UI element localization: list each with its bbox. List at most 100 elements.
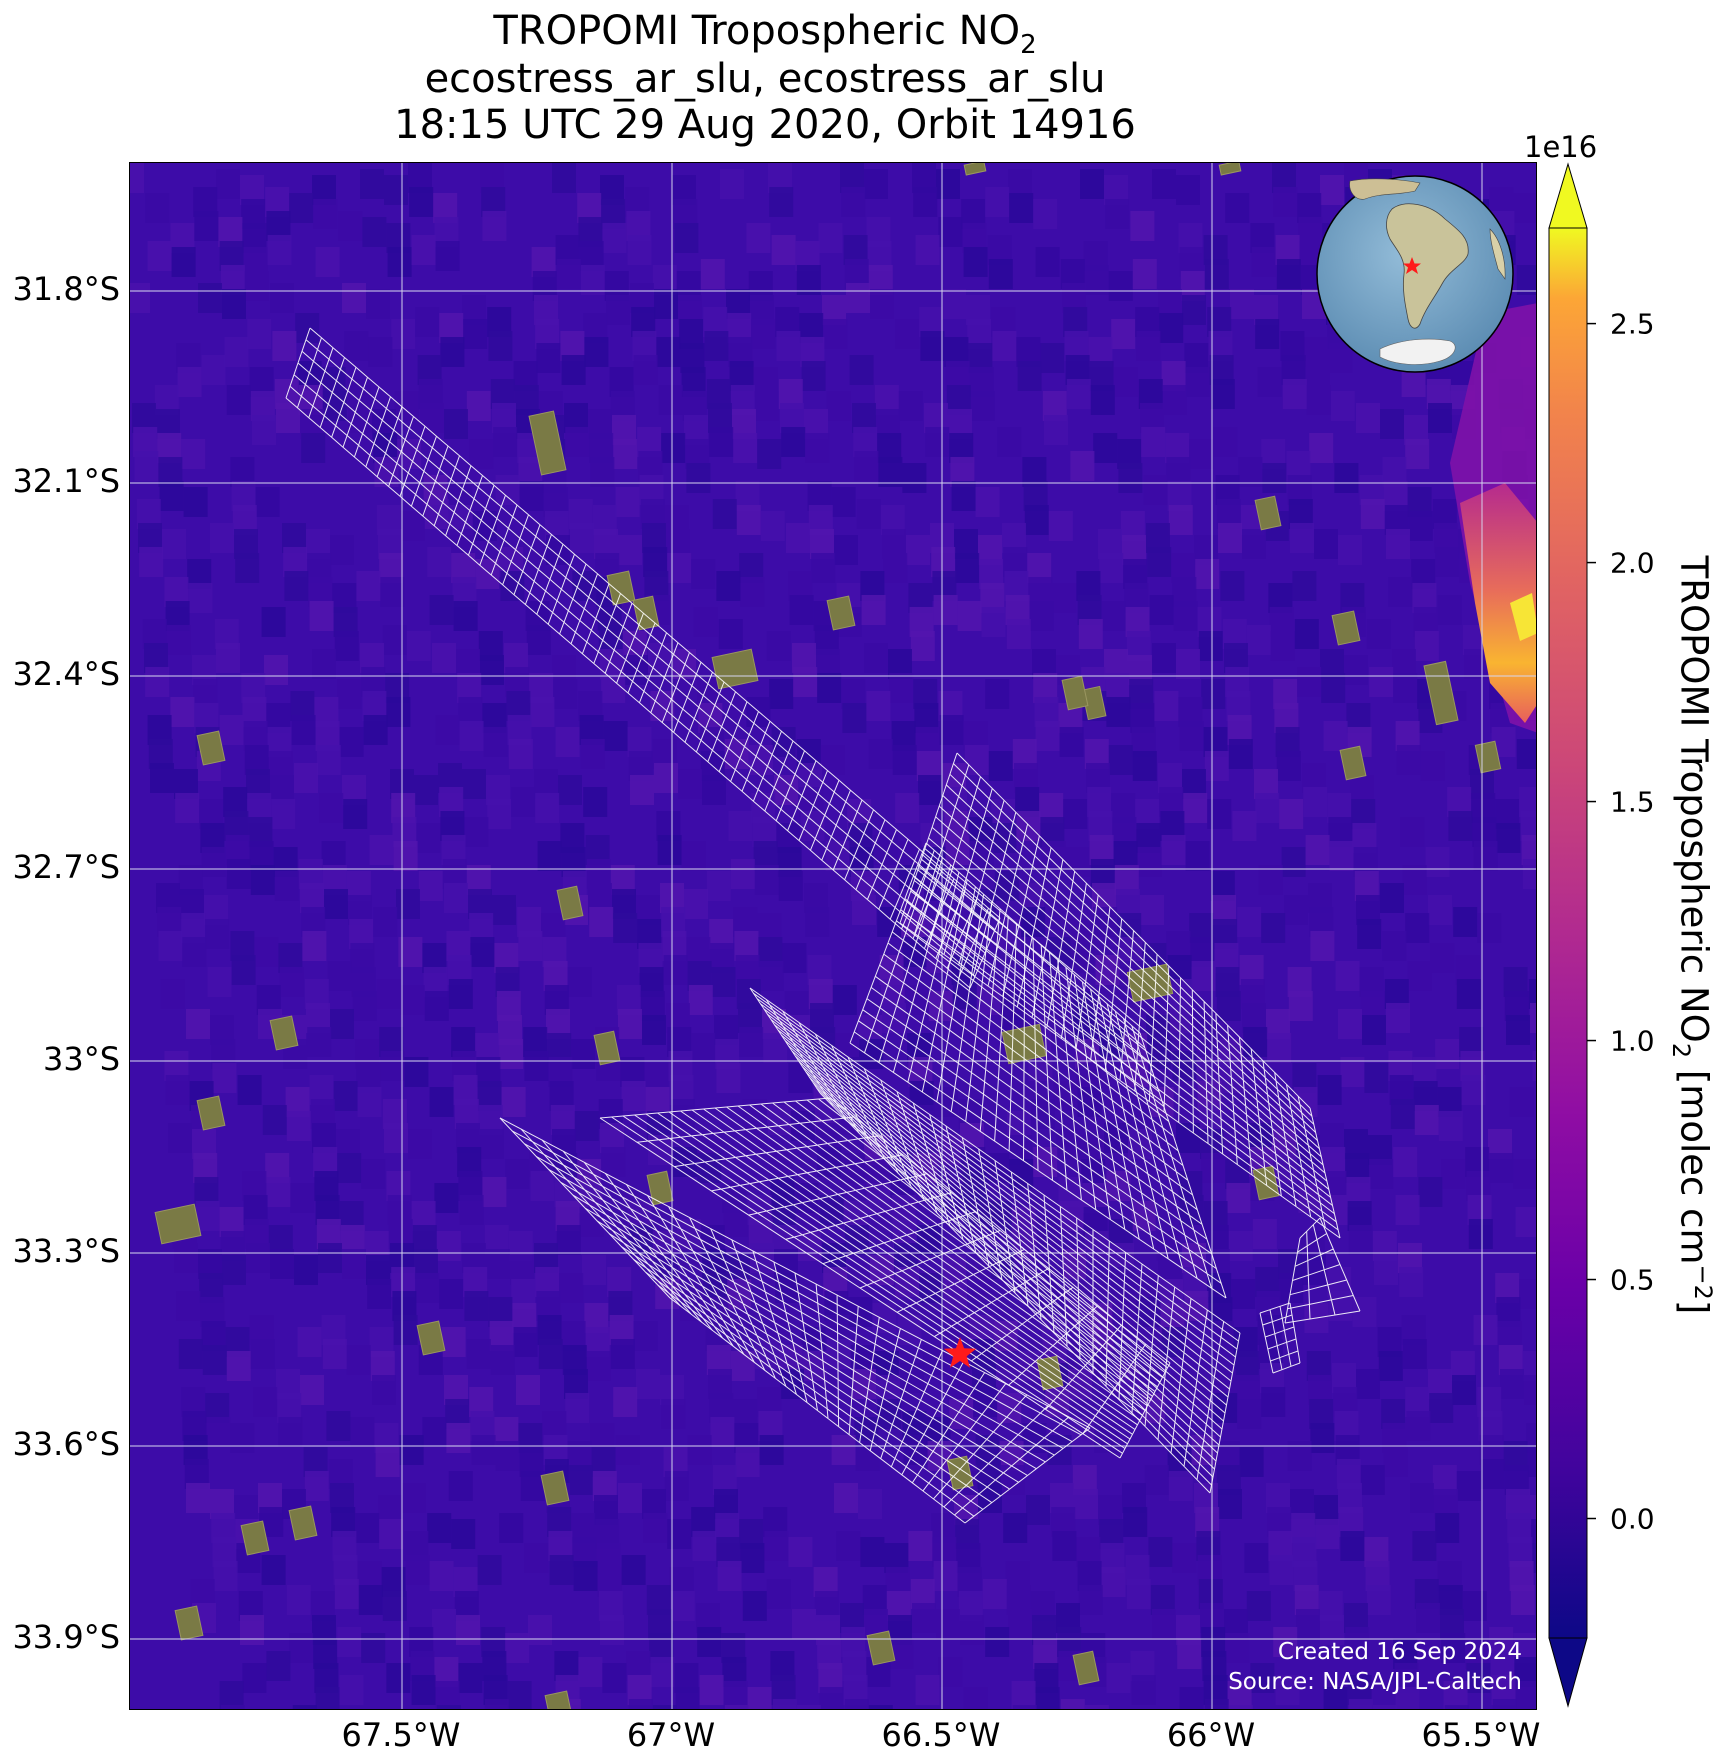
no2-pixel <box>264 655 288 685</box>
no2-pixel <box>1016 811 1041 841</box>
no2-pixel <box>1396 745 1421 775</box>
no2-pixel <box>1182 295 1206 325</box>
no2-pixel <box>1011 1681 1036 1709</box>
no2-pixel <box>846 283 870 313</box>
ecostress-scene-patch <box>154 1203 202 1245</box>
no2-pixel <box>1430 943 1455 973</box>
no2-pixel <box>1218 1489 1242 1519</box>
no2-pixel <box>1320 1615 1344 1645</box>
no2-pixel <box>1227 1681 1252 1709</box>
no2-pixel <box>933 595 958 625</box>
no2-pixel <box>573 1561 598 1591</box>
ecostress-footprint-grid <box>285 327 1361 1524</box>
no2-pixel <box>642 1015 666 1045</box>
no2-pixel <box>606 295 630 325</box>
no2-pixel <box>1532 1051 1536 1081</box>
no2-pixel <box>177 367 202 397</box>
no2-pixel <box>1276 259 1301 289</box>
no2-pixel <box>358 1585 383 1615</box>
no2-pixel <box>667 553 692 583</box>
no2-pixel <box>1144 1465 1169 1495</box>
no2-pixel <box>1466 1663 1491 1693</box>
no2-pixel <box>300 1375 324 1405</box>
no2-pixel <box>202 1345 227 1375</box>
no2-pixel <box>301 433 326 463</box>
no2-pixel <box>1262 463 1287 493</box>
no2-pixel <box>355 1513 380 1543</box>
no2-pixel <box>1275 1675 1300 1705</box>
no2-pixel <box>207 967 232 997</box>
no2-pixel <box>1435 1513 1460 1543</box>
x-tick-label: 67.5°W <box>341 1716 461 1754</box>
no2-pixel <box>499 1039 524 1069</box>
ecostress-scene-patch <box>1072 1650 1100 1686</box>
no2-pixel <box>584 337 609 367</box>
credit-created: Created 16 Sep 2024 <box>1277 1639 1522 1665</box>
no2-pixel <box>1462 1591 1487 1621</box>
no2-pixel <box>1405 913 1430 943</box>
no2-pixel <box>266 1651 291 1681</box>
no2-pixel <box>1444 1705 1469 1709</box>
no2-pixel <box>1063 799 1088 829</box>
no2-pixel <box>250 391 275 421</box>
no2-pixel <box>746 223 771 253</box>
no2-pixel <box>1528 979 1536 1009</box>
no2-pixel <box>918 775 942 805</box>
no2-pixel <box>519 481 544 511</box>
no2-pixel <box>342 1249 366 1279</box>
no2-pixel <box>600 1615 624 1645</box>
no2-pixel <box>487 799 512 829</box>
no2-pixel <box>688 985 713 1015</box>
no2-pixel <box>1500 1369 1524 1399</box>
no2-pixel <box>788 1537 813 1567</box>
no2-pixel <box>174 1243 198 1273</box>
no2-pixel <box>435 1681 460 1709</box>
no2-pixel <box>1369 1159 1394 1189</box>
no2-pixel <box>356 571 381 601</box>
no2-pixel <box>1306 385 1331 415</box>
no2-pixel <box>1429 1393 1454 1423</box>
no2-pixel <box>818 223 843 253</box>
no2-pixel <box>272 331 297 361</box>
no2-pixel <box>1513 1159 1536 1189</box>
no2-pixel <box>826 391 851 421</box>
no2-pixel <box>246 1243 270 1273</box>
y-tick-label: 32.1°S <box>12 462 120 500</box>
no2-pixel <box>507 1681 532 1709</box>
no2-pixel <box>1148 1537 1173 1567</box>
no2-pixel <box>735 1447 760 1477</box>
no2-pixel <box>1453 907 1478 937</box>
no2-pixel <box>1270 631 1295 661</box>
no2-pixel <box>254 937 279 967</box>
no2-pixel <box>1179 1687 1204 1709</box>
no2-pixel <box>1418 1177 1443 1207</box>
no2-pixel <box>915 1675 940 1705</box>
no2-pixel <box>1441 1159 1466 1189</box>
no2-pixel <box>250 865 275 895</box>
no2-pixel <box>1310 1423 1335 1453</box>
no2-pixel <box>1246 625 1271 655</box>
no2-pixel <box>339 727 364 757</box>
ecostress-scene-patch <box>269 1015 299 1051</box>
no2-pixel <box>792 1609 816 1639</box>
no2-pixel <box>670 1591 695 1621</box>
no2-pixel <box>663 955 688 985</box>
no2-pixel <box>699 1675 724 1705</box>
no2-pixel <box>1390 1099 1415 1129</box>
no2-pixel <box>393 841 418 871</box>
no2-pixel <box>1276 751 1301 781</box>
no2-pixel <box>796 265 821 295</box>
no2-pixel <box>165 1075 190 1105</box>
no2-pixel <box>289 1633 314 1663</box>
no2-pixel <box>552 163 576 193</box>
colorbar-tick-label: 2.5 <box>1610 307 1655 341</box>
no2-pixel <box>897 1315 922 1345</box>
no2-pixel <box>801 361 826 391</box>
no2-pixel <box>664 1471 689 1501</box>
no2-pixel <box>435 241 460 271</box>
map-panel[interactable]: Created 16 Sep 2024 Source: NASA/JPL-Cal… <box>129 162 1537 1710</box>
no2-pixel <box>411 1675 436 1705</box>
no2-pixel <box>267 235 292 265</box>
no2-pixel <box>549 1555 574 1585</box>
no2-pixel <box>1380 409 1404 439</box>
